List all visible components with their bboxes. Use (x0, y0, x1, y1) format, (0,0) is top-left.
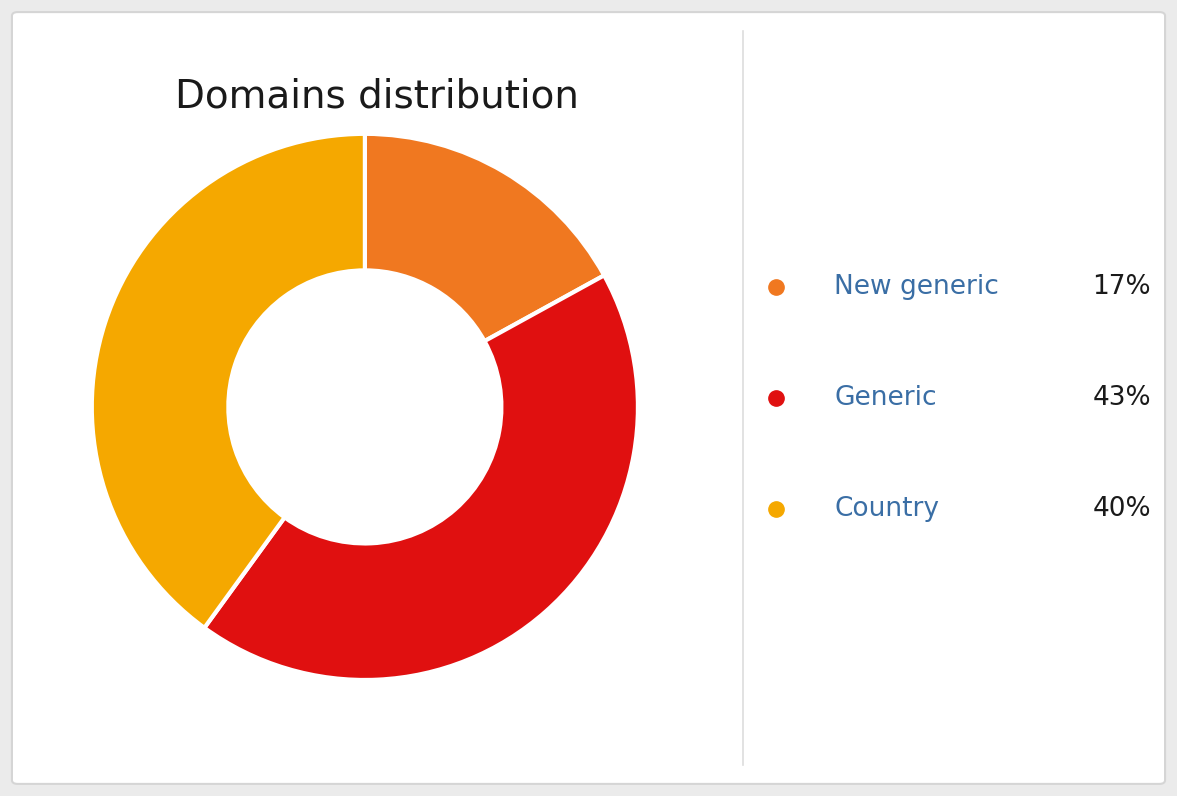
Text: Country: Country (834, 497, 939, 522)
Wedge shape (92, 134, 365, 628)
FancyBboxPatch shape (12, 12, 1165, 784)
Wedge shape (205, 275, 638, 680)
Text: Domains distribution: Domains distribution (175, 77, 579, 115)
Text: 40%: 40% (1092, 497, 1151, 522)
Text: By TLD type: By TLD type (310, 147, 445, 167)
Text: New generic: New generic (834, 274, 999, 299)
Wedge shape (365, 134, 604, 341)
Text: 17%: 17% (1092, 274, 1151, 299)
Text: 43%: 43% (1092, 385, 1151, 411)
Text: Generic: Generic (834, 385, 937, 411)
